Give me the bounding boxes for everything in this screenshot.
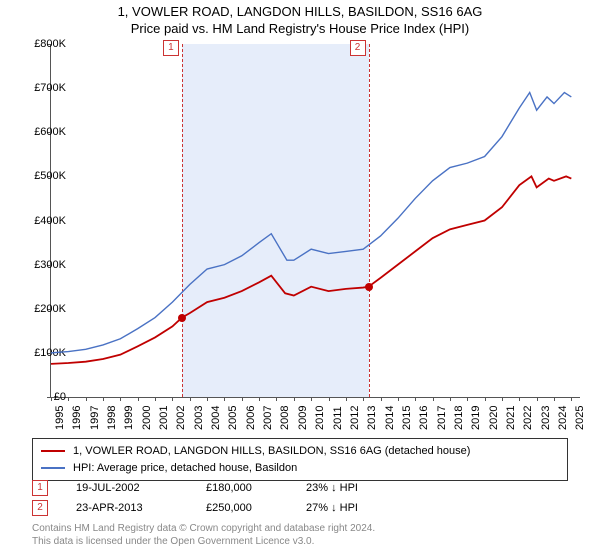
- title-address: 1, VOWLER ROAD, LANGDON HILLS, BASILDON,…: [0, 4, 600, 21]
- x-tick-label: 2001: [158, 406, 170, 430]
- x-tick-label: 2019: [470, 406, 482, 430]
- x-tick-label: 2025: [574, 406, 586, 430]
- x-tick-label: 1996: [71, 406, 83, 430]
- x-tick: [381, 397, 382, 401]
- x-tick: [172, 397, 173, 401]
- legend-row: HPI: Average price, detached house, Basi…: [41, 460, 559, 477]
- x-tick: [346, 397, 347, 401]
- x-tick: [415, 397, 416, 401]
- legend-swatch: [41, 467, 65, 469]
- x-tick-label: 2020: [488, 406, 500, 430]
- x-tick-label: 2013: [366, 406, 378, 430]
- sales-diff: 23% ↓ HPI: [306, 482, 426, 494]
- series-svg: [51, 44, 580, 397]
- legend-label: HPI: Average price, detached house, Basi…: [73, 460, 297, 477]
- x-tick-label: 2010: [314, 406, 326, 430]
- x-tick-label: 2005: [227, 406, 239, 430]
- x-tick-label: 2006: [245, 406, 257, 430]
- series-line: [51, 93, 571, 353]
- sale-point-dot: [365, 283, 373, 291]
- x-tick-label: 1997: [89, 406, 101, 430]
- footer-attribution: Contains HM Land Registry data © Crown c…: [32, 522, 375, 548]
- sales-price: £250,000: [206, 502, 306, 514]
- chart-plot-area: 12: [50, 44, 580, 398]
- x-tick: [68, 397, 69, 401]
- footer-line1: Contains HM Land Registry data © Crown c…: [32, 522, 375, 535]
- sales-row: 2 23-APR-2013£250,00027% ↓ HPI: [32, 498, 426, 518]
- x-tick-label: 2011: [332, 406, 344, 430]
- title-block: 1, VOWLER ROAD, LANGDON HILLS, BASILDON,…: [0, 0, 600, 38]
- x-tick: [363, 397, 364, 401]
- x-tick: [224, 397, 225, 401]
- x-tick-label: 2024: [557, 406, 569, 430]
- x-tick: [433, 397, 434, 401]
- title-subtitle: Price paid vs. HM Land Registry's House …: [0, 21, 600, 38]
- x-tick-label: 2007: [262, 406, 274, 430]
- sales-diff: 27% ↓ HPI: [306, 502, 426, 514]
- x-tick: [485, 397, 486, 401]
- x-tick: [329, 397, 330, 401]
- sales-marker-badge: 2: [32, 500, 48, 516]
- x-tick: [51, 397, 52, 401]
- x-tick: [311, 397, 312, 401]
- x-tick: [467, 397, 468, 401]
- x-tick-label: 2003: [193, 406, 205, 430]
- legend-row: 1, VOWLER ROAD, LANGDON HILLS, BASILDON,…: [41, 443, 559, 460]
- series-line: [51, 176, 571, 364]
- sale-point-dot: [178, 314, 186, 322]
- x-tick: [207, 397, 208, 401]
- x-tick-label: 2022: [522, 406, 534, 430]
- x-tick-label: 1998: [106, 406, 118, 430]
- x-tick: [450, 397, 451, 401]
- x-tick: [138, 397, 139, 401]
- x-tick: [276, 397, 277, 401]
- x-tick: [259, 397, 260, 401]
- x-tick-label: 2018: [453, 406, 465, 430]
- x-tick-label: 2021: [505, 406, 517, 430]
- x-tick-label: 2008: [279, 406, 291, 430]
- x-tick: [537, 397, 538, 401]
- x-tick-label: 2016: [418, 406, 430, 430]
- sales-table: 1 19-JUL-2002£180,00023% ↓ HPI 2 23-APR-201…: [32, 478, 426, 518]
- sales-price: £180,000: [206, 482, 306, 494]
- x-tick-label: 2009: [297, 406, 309, 430]
- legend-box: 1, VOWLER ROAD, LANGDON HILLS, BASILDON,…: [32, 438, 568, 481]
- chart-container: 1, VOWLER ROAD, LANGDON HILLS, BASILDON,…: [0, 0, 600, 560]
- sales-row: 1 19-JUL-2002£180,00023% ↓ HPI: [32, 478, 426, 498]
- x-tick: [242, 397, 243, 401]
- x-tick: [155, 397, 156, 401]
- x-tick: [554, 397, 555, 401]
- x-tick: [571, 397, 572, 401]
- x-tick: [502, 397, 503, 401]
- x-tick-label: 2004: [210, 406, 222, 430]
- sales-marker-badge: 1: [32, 480, 48, 496]
- x-tick-label: 2023: [540, 406, 552, 430]
- x-tick: [103, 397, 104, 401]
- x-tick: [519, 397, 520, 401]
- x-tick: [398, 397, 399, 401]
- x-tick-label: 2017: [436, 406, 448, 430]
- sales-date: 19-JUL-2002: [76, 482, 206, 494]
- footer-line2: This data is licensed under the Open Gov…: [32, 535, 375, 548]
- x-tick-label: 2014: [384, 406, 396, 430]
- x-tick: [86, 397, 87, 401]
- legend-label: 1, VOWLER ROAD, LANGDON HILLS, BASILDON,…: [73, 443, 470, 460]
- x-tick-label: 2015: [401, 406, 413, 430]
- x-tick: [294, 397, 295, 401]
- x-tick: [120, 397, 121, 401]
- x-tick-label: 2012: [349, 406, 361, 430]
- x-tick-label: 1999: [123, 406, 135, 430]
- x-tick: [190, 397, 191, 401]
- sales-date: 23-APR-2013: [76, 502, 206, 514]
- x-tick-label: 2002: [175, 406, 187, 430]
- legend-swatch: [41, 450, 65, 452]
- x-tick-label: 1995: [54, 406, 66, 430]
- x-tick-label: 2000: [141, 406, 153, 430]
